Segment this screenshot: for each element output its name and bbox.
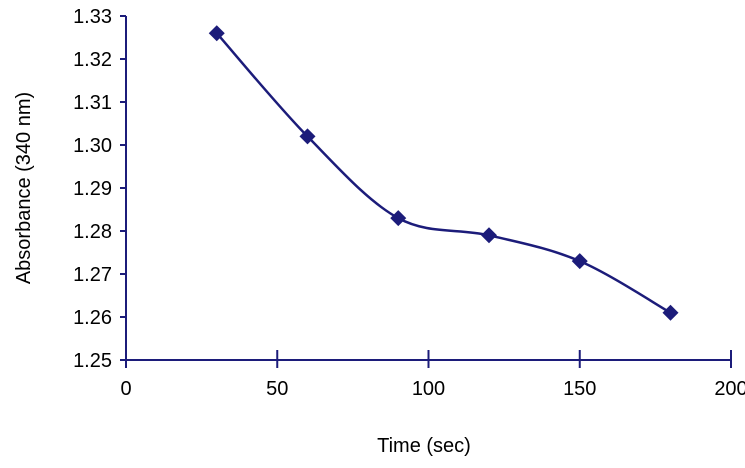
x-tick-label: 200	[714, 378, 745, 400]
data-point-marker	[571, 253, 588, 270]
y-tick-label: 1.26	[73, 307, 112, 329]
x-tick-label: 50	[266, 378, 288, 400]
y-tick-label: 1.25	[73, 350, 112, 372]
data-point-marker	[299, 128, 316, 145]
y-tick-label: 1.28	[73, 221, 112, 243]
y-tick-label: 1.30	[73, 135, 112, 157]
x-axis-title: Time (sec)	[377, 435, 471, 457]
data-point-marker	[390, 210, 407, 227]
y-tick-label: 1.29	[73, 178, 112, 200]
data-point-marker	[662, 304, 679, 321]
y-axis-title: Absorbance (340 nm)	[13, 92, 35, 284]
y-tick-label: 1.33	[73, 6, 112, 28]
series-line	[215, 32, 672, 314]
x-tick-label: 0	[120, 378, 131, 400]
y-tick-label: 1.31	[73, 92, 112, 114]
x-tick-label: 100	[412, 378, 445, 400]
series-layer	[208, 25, 679, 321]
y-tick-label: 1.32	[73, 49, 112, 71]
x-tick-label: 150	[563, 378, 596, 400]
y-tick-label: 1.27	[73, 264, 112, 286]
axes	[125, 16, 731, 361]
x-ticks: 0 50 100 150 200	[120, 350, 745, 400]
data-point-marker	[208, 25, 225, 42]
data-point-marker	[481, 227, 497, 244]
y-ticks: 1.25 1.26 1.27 1.28 1.29 1.30 1.31 1.32 1.33	[73, 6, 126, 372]
